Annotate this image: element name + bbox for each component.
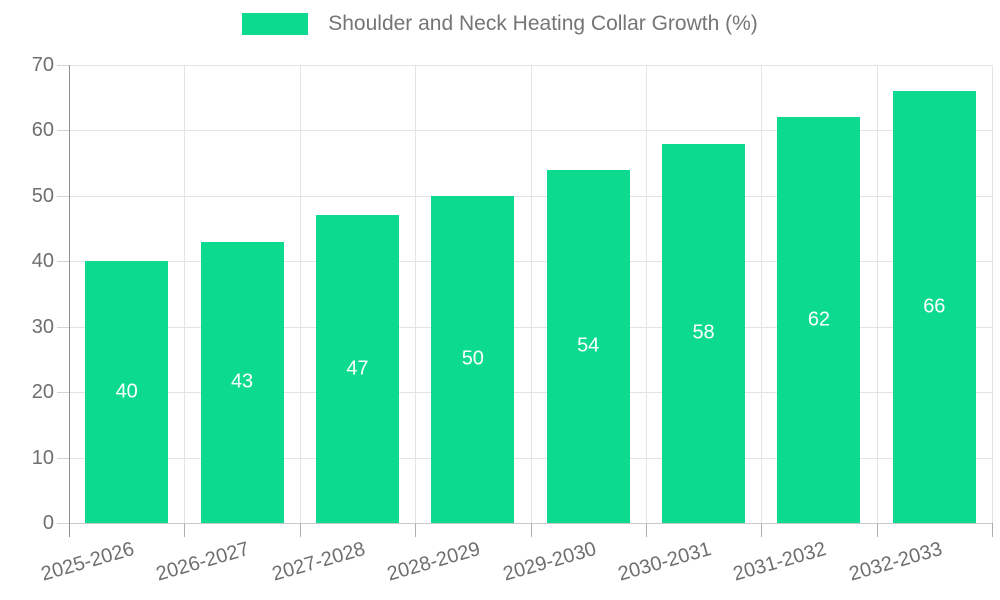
x-gridline [299,65,301,523]
y-tick-label: 70 [31,54,54,76]
bar-value-label: 43 [230,370,254,393]
y-axis-line [69,65,70,537]
x-gridline [761,65,763,523]
x-gridline [876,65,878,523]
legend-item[interactable]: Shoulder and Neck Heating Collar Growth … [242,12,758,36]
bar-value-label: 66 [923,295,946,318]
x-tick-label: 2032-2033 [846,538,945,586]
y-tick-mark [57,261,69,263]
y-tick-mark [57,523,69,524]
bar[interactable] [85,261,169,523]
y-tick-label: 50 [31,184,54,207]
y-tick-label: 30 [31,315,54,338]
x-tick-label: 2030-2031 [615,538,714,586]
y-tick-mark [57,326,69,328]
bar[interactable] [431,195,515,523]
bar[interactable] [662,143,746,523]
y-tick-mark [57,130,69,132]
bar-value-label: 58 [692,321,715,344]
x-tick-mark [415,523,417,537]
x-tick-mark [761,523,763,537]
bar[interactable] [200,241,284,523]
x-tick-mark [184,523,186,537]
legend-label: Shoulder and Neck Heating Collar Growth … [328,12,758,35]
bar[interactable] [892,91,976,523]
x-tick-label: 2026-2027 [154,538,253,586]
legend: Shoulder and Neck Heating Collar Growth … [0,12,1000,36]
y-tick-mark [57,65,69,66]
x-tick-label: 2027-2028 [269,538,368,586]
y-tick-label: 40 [31,250,54,273]
bar[interactable] [777,117,861,523]
y-tick-mark [57,392,69,394]
x-tick-label: 2029-2030 [500,538,599,586]
x-gridline [992,65,993,523]
y-tick-mark [57,195,69,197]
legend-swatch [242,13,309,35]
x-gridline [184,65,186,523]
x-tick-mark [645,523,647,537]
y-tick-label: 60 [31,119,54,142]
x-gridline [530,65,532,523]
bar-value-label: 50 [461,347,484,370]
x-axis-line [69,523,992,524]
x-tick-label: 2028-2029 [384,538,483,586]
y-tick-label: 10 [31,446,54,469]
x-tick-mark [876,523,878,537]
x-gridline [415,65,417,523]
bar[interactable] [546,169,630,523]
bar-value-label: 47 [346,357,369,380]
x-tick-label: 2025-2026 [38,538,137,586]
bar[interactable] [315,215,399,523]
bar-value-label: 54 [577,334,600,357]
y-tick-mark [57,457,69,459]
bar-value-label: 40 [115,380,138,403]
bar-value-label: 62 [807,308,831,331]
x-tick-mark [530,523,532,537]
y-tick-label: 0 [42,512,54,534]
x-tick-mark [992,523,993,537]
x-tick-mark [299,523,301,537]
x-gridline [645,65,647,523]
y-tick-label: 20 [31,381,54,404]
x-tick-label: 2031-2032 [730,538,830,586]
